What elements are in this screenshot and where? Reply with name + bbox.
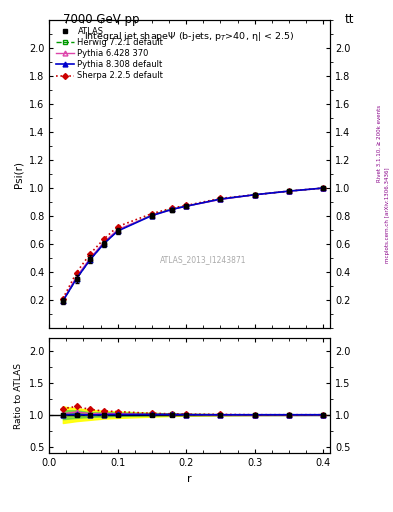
Text: ATLAS_2013_I1243871: ATLAS_2013_I1243871 <box>160 255 247 265</box>
Text: mcplots.cern.ch [arXiv:1306.3436]: mcplots.cern.ch [arXiv:1306.3436] <box>385 167 389 263</box>
X-axis label: r: r <box>187 474 192 483</box>
Legend: ATLAS, Herwig 7.2.1 default, Pythia 6.428 370, Pythia 8.308 default, Sherpa 2.2.: ATLAS, Herwig 7.2.1 default, Pythia 6.42… <box>53 25 166 83</box>
Y-axis label: Psi(r): Psi(r) <box>13 161 23 187</box>
Text: 7000 GeV pp: 7000 GeV pp <box>63 13 140 26</box>
Y-axis label: Ratio to ATLAS: Ratio to ATLAS <box>14 362 23 429</box>
Text: Integral jet shapeΨ (b-jets, p$_T$>40, η| < 2.5): Integral jet shapeΨ (b-jets, p$_T$>40, η… <box>84 30 295 42</box>
Text: Rivet 3.1.10, ≥ 200k events: Rivet 3.1.10, ≥ 200k events <box>377 105 382 182</box>
Text: tt: tt <box>344 13 354 26</box>
